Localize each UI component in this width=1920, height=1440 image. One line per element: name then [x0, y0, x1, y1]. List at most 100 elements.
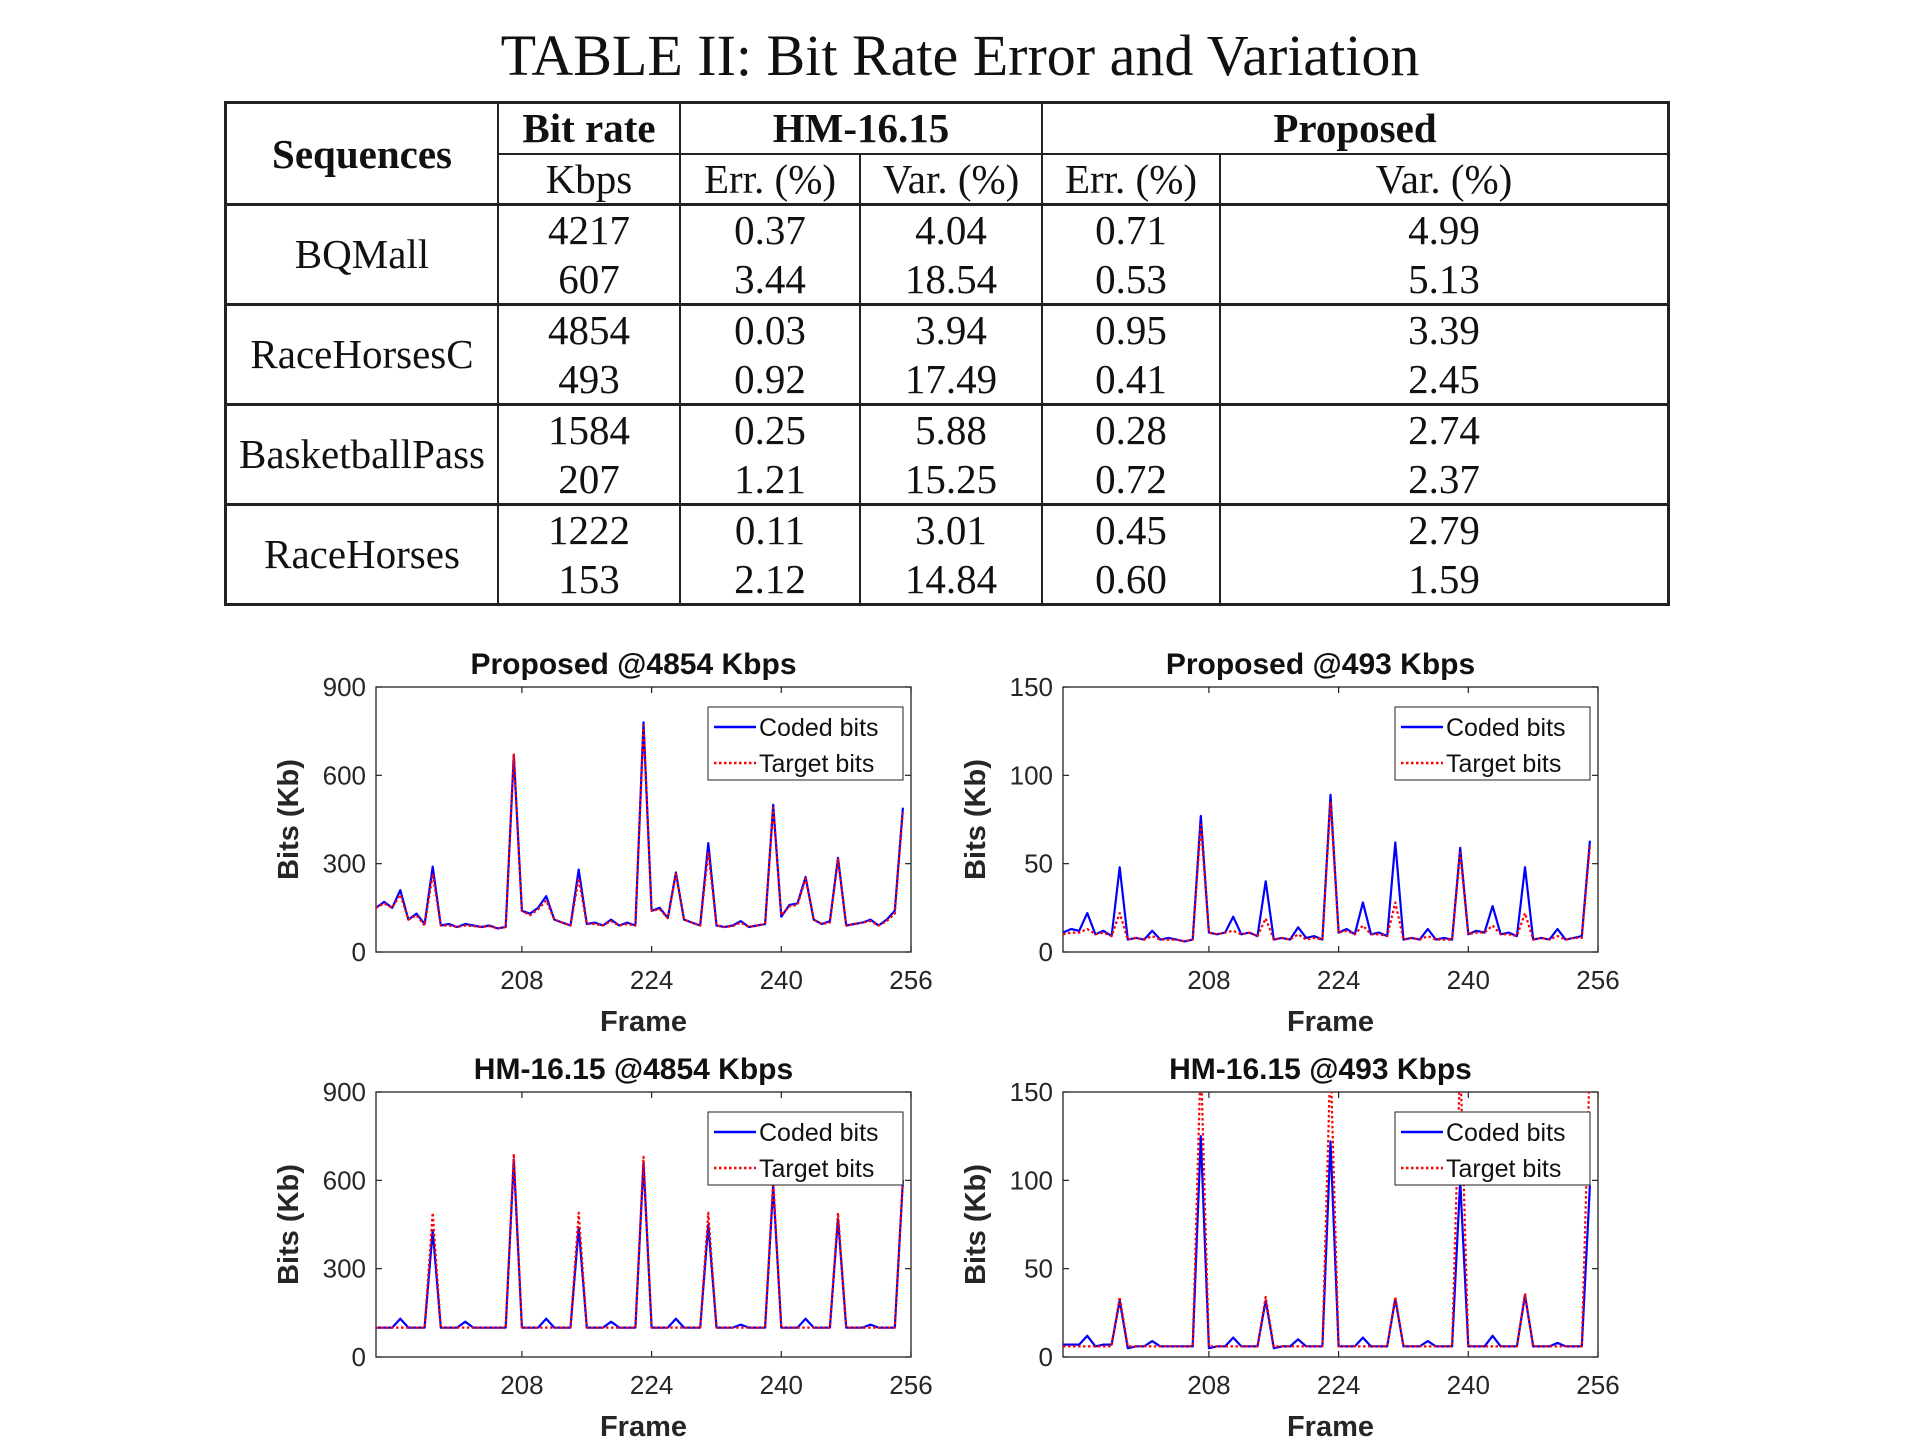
hm-var-cell: 4.04 [859, 204, 1043, 255]
legend-coded-label: Coded bits [759, 714, 879, 742]
bitrate-cell: 207 [497, 454, 681, 506]
y-tick-label: 300 [323, 849, 366, 879]
chart-title: HM-16.15 @493 Kbps [1169, 1053, 1472, 1086]
x-axis-label: Frame [600, 1411, 687, 1440]
chart-panel: 0 50 100 150 208 224 240 256 Proposed @493 Kbps F… [960, 648, 1620, 1038]
y-tick-label: 600 [323, 1165, 366, 1195]
x-tick-label: 208 [1187, 1370, 1230, 1400]
hm-var-cell: 18.54 [859, 254, 1043, 306]
prop-var-cell: 5.13 [1219, 254, 1670, 306]
bitrate-table: Sequences Bit rate HM-16.15 Proposed Kbp… [224, 101, 1670, 606]
legend-coded-label: Coded bits [1446, 714, 1566, 742]
prop-var-cell: 2.74 [1219, 404, 1670, 455]
x-tick-label: 240 [760, 965, 803, 995]
legend-box [707, 1111, 904, 1186]
x-tick-label: 240 [1447, 1370, 1490, 1400]
x-tick-label: 256 [889, 965, 932, 995]
x-tick-label: 256 [1576, 1370, 1619, 1400]
header-prop-var: Var. (%) [1219, 153, 1670, 206]
header-hm-var: Var. (%) [859, 153, 1043, 206]
x-axis-label: Frame [1287, 1006, 1374, 1038]
hm-var-cell: 5.88 [859, 404, 1043, 455]
prop-err-cell: 0.28 [1041, 404, 1221, 455]
y-tick-label: 900 [323, 672, 366, 702]
header-row-1: Sequences Bit rate HM-16.15 Proposed [224, 102, 1670, 206]
legend-box [1394, 706, 1591, 781]
hm-err-cell: 0.92 [679, 354, 861, 406]
legend-box [707, 706, 904, 781]
y-tick-label: 600 [323, 760, 366, 790]
table-title: TABLE II: Bit Rate Error and Variation [500, 23, 1420, 88]
hm-err-cell: 0.25 [679, 404, 861, 455]
table-row: 207 1.21 15.25 0.72 2.37 [226, 454, 1670, 506]
target-bits-line [1063, 1092, 1591, 1348]
y-axis-label: Bits (Kb) [273, 1164, 305, 1285]
y-tick-label: 0 [352, 1342, 366, 1372]
sequence-name: RaceHorses [224, 504, 499, 605]
table-row: RaceHorsesC 4854 0.03 3.94 0.95 3.39 [224, 304, 1670, 406]
table-row: 493 0.92 17.49 0.41 2.45 [226, 354, 1670, 406]
plots-figure: 0 300 600 900 208 224 240 256 Proposed @4854 Kbp… [273, 648, 1620, 1440]
prop-var-cell: 4.99 [1219, 204, 1670, 255]
y-tick-label: 0 [1039, 937, 1053, 967]
x-axis-label: Frame [600, 1006, 687, 1038]
x-tick-label: 208 [1187, 965, 1230, 995]
hm-var-cell: 14.84 [859, 554, 1043, 605]
table-row: BasketballPass 1584 0.25 5.88 0.28 2.74 [224, 404, 1670, 506]
legend-target-label: Target bits [759, 750, 874, 778]
chart-panel: 0 300 600 900 208 224 240 256 Proposed @4854 Kbp… [273, 648, 933, 1038]
bitrate-cell: 1584 [497, 404, 681, 455]
hm-err-cell: 0.37 [679, 204, 861, 255]
prop-err-cell: 0.71 [1041, 204, 1221, 255]
table-row: 607 3.44 18.54 0.53 5.13 [226, 254, 1670, 306]
y-tick-label: 900 [323, 1077, 366, 1107]
bitrate-cell: 153 [497, 554, 681, 605]
x-tick-label: 224 [1317, 1370, 1360, 1400]
y-tick-label: 100 [1010, 1165, 1053, 1195]
prop-err-cell: 0.41 [1041, 354, 1221, 406]
prop-err-cell: 0.95 [1041, 304, 1221, 355]
target-bits-line [376, 724, 904, 930]
hm-var-cell: 3.01 [859, 504, 1043, 555]
legend-target-label: Target bits [1446, 1155, 1561, 1183]
table-row: 153 2.12 14.84 0.60 1.59 [226, 554, 1670, 605]
x-tick-label: 256 [1576, 965, 1619, 995]
header-row-2: Kbps Err. (%) Var. (%) Err. (%) Var. (%) [226, 153, 1670, 206]
header-bitrate: Bit rate [497, 102, 681, 155]
bitrate-cell: 607 [497, 254, 681, 306]
hm-var-cell: 17.49 [859, 354, 1043, 406]
prop-err-cell: 0.53 [1041, 254, 1221, 306]
bitrate-cell: 4217 [497, 204, 681, 255]
legend-box [1394, 1111, 1591, 1186]
y-tick-label: 300 [323, 1254, 366, 1284]
prop-var-cell: 3.39 [1219, 304, 1670, 355]
prop-var-cell: 2.37 [1219, 454, 1670, 506]
y-tick-label: 0 [352, 937, 366, 967]
x-tick-label: 240 [1447, 965, 1490, 995]
header-proposed: Proposed [1041, 102, 1670, 155]
target-bits-line [376, 1152, 904, 1329]
x-tick-label: 224 [630, 965, 673, 995]
chart-panel: 0 300 600 900 208 224 240 256 HM-16.15 @4854 Kbp… [273, 1053, 933, 1440]
x-axis-label: Frame [1287, 1411, 1374, 1440]
table-row: RaceHorses 1222 0.11 3.01 0.45 2.79 [224, 504, 1670, 605]
hm-err-cell: 0.03 [679, 304, 861, 355]
bitrate-cell: 4854 [497, 304, 681, 355]
header-hm-err: Err. (%) [679, 153, 861, 206]
chart-title: Proposed @493 Kbps [1166, 648, 1475, 681]
hm-var-cell: 15.25 [859, 454, 1043, 506]
header-hm: HM-16.15 [679, 102, 1043, 155]
header-prop-err: Err. (%) [1041, 153, 1221, 206]
sequence-name: BQMall [224, 204, 499, 306]
y-axis-label: Bits (Kb) [960, 1164, 992, 1285]
x-tick-label: 208 [500, 1370, 543, 1400]
prop-err-cell: 0.45 [1041, 504, 1221, 555]
prop-var-cell: 2.45 [1219, 354, 1670, 406]
chart-title: HM-16.15 @4854 Kbps [474, 1053, 793, 1086]
table-row: BQMall 4217 0.37 4.04 0.71 4.99 [224, 204, 1670, 306]
bitrate-cell: 493 [497, 354, 681, 406]
chart-panel: 0 50 100 150 208 224 240 256 HM-16.15 @493 Kbps F… [960, 1053, 1620, 1440]
y-tick-label: 150 [1010, 1077, 1053, 1107]
y-tick-label: 50 [1024, 849, 1053, 879]
hm-err-cell: 2.12 [679, 554, 861, 605]
